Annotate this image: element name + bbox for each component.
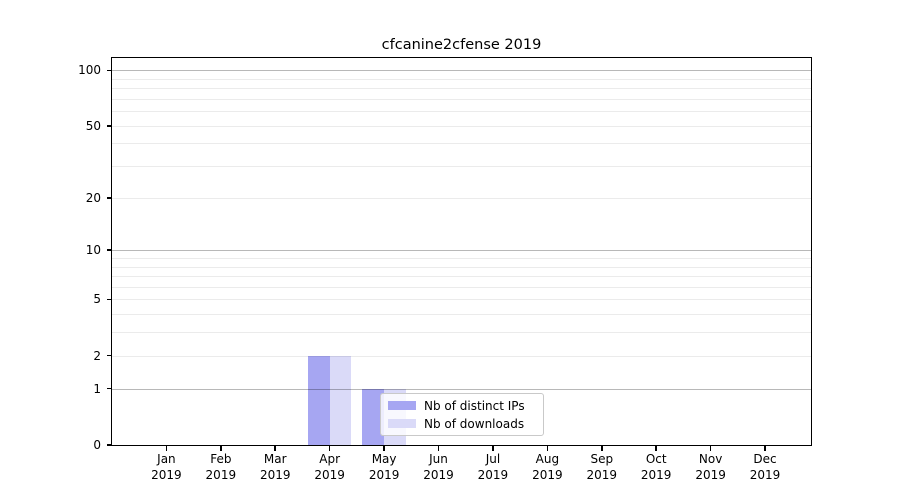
y-tick-label-0: 0 bbox=[93, 437, 101, 452]
gridline-major-100 bbox=[112, 70, 811, 72]
y-tick-label-50: 50 bbox=[85, 118, 101, 133]
x-tick-year: 2019 bbox=[640, 468, 672, 482]
gridline-minor-30 bbox=[112, 166, 811, 168]
x-tick-year: 2019 bbox=[205, 468, 237, 482]
gridline-major-1 bbox=[112, 388, 811, 390]
x-tick-month: Jul bbox=[485, 452, 501, 466]
x-tick-month: Mar bbox=[263, 452, 287, 466]
x-tick-month: Apr bbox=[319, 452, 341, 466]
y-tick-1 bbox=[106, 387, 112, 390]
x-tick-label-sep: Sep 2019 bbox=[570, 451, 634, 483]
x-tick-year: 2019 bbox=[749, 468, 781, 482]
x-tick-apr bbox=[328, 446, 331, 451]
gridline-minor-20 bbox=[112, 197, 811, 199]
plot-area bbox=[112, 58, 811, 445]
x-tick-label-nov: Nov 2019 bbox=[679, 451, 743, 483]
x-tick-label-jul: Jul 2019 bbox=[461, 451, 525, 483]
y-tick-20 bbox=[106, 196, 112, 199]
x-tick-year: 2019 bbox=[423, 468, 454, 482]
gridline-minor-50 bbox=[112, 125, 811, 127]
x-tick-month: Dec bbox=[753, 452, 777, 466]
y-tick-label-2: 2 bbox=[93, 348, 101, 363]
x-tick-year: 2019 bbox=[586, 468, 618, 482]
x-tick-month: Sep bbox=[590, 452, 614, 466]
legend-item-nb-of-downloads: Nb of downloads bbox=[388, 417, 543, 431]
y-tick-50 bbox=[106, 124, 112, 127]
legend: Nb of distinct IPs Nb of downloads bbox=[380, 393, 544, 436]
gridline-minor-60 bbox=[112, 111, 811, 113]
x-tick-dec bbox=[764, 446, 766, 451]
gridline-minor-8 bbox=[112, 266, 811, 268]
x-tick-year: 2019 bbox=[151, 468, 182, 482]
gridline-major-10 bbox=[112, 250, 811, 252]
x-tick-jun bbox=[437, 446, 440, 451]
y-tick-100 bbox=[106, 69, 112, 72]
x-tick-feb bbox=[220, 446, 222, 451]
gridline-minor-90 bbox=[112, 78, 811, 80]
x-tick-sep bbox=[600, 446, 603, 451]
x-tick-month: Jan bbox=[157, 452, 176, 466]
gridline-minor-2 bbox=[112, 355, 811, 357]
x-tick-year: 2019 bbox=[259, 468, 291, 482]
x-tick-year: 2019 bbox=[695, 468, 726, 482]
y-tick-label-20: 20 bbox=[85, 190, 101, 205]
y-tick-label-5: 5 bbox=[93, 292, 101, 307]
bar-apr-nb-of-distinct-ips bbox=[307, 355, 330, 445]
x-tick-label-jan: Jan 2019 bbox=[134, 451, 198, 483]
y-tick-5 bbox=[106, 298, 112, 301]
bar-may-nb-of-distinct-ips bbox=[362, 388, 385, 445]
x-tick-may bbox=[383, 446, 385, 451]
y-tick-label-100: 100 bbox=[78, 63, 101, 78]
legend-swatch-nb-of-downloads bbox=[388, 418, 416, 429]
x-tick-year: 2019 bbox=[532, 468, 563, 482]
legend-label: Nb of downloads bbox=[424, 416, 525, 431]
gridline-minor-9 bbox=[112, 257, 811, 259]
gridline-minor-4 bbox=[112, 314, 811, 316]
x-tick-label-feb: Feb 2019 bbox=[189, 451, 253, 483]
x-tick-aug bbox=[546, 446, 549, 451]
gridline-minor-40 bbox=[112, 143, 811, 145]
legend-swatch-nb-of-distinct-ips bbox=[388, 400, 416, 411]
x-tick-month: Aug bbox=[535, 452, 560, 466]
x-tick-month: May bbox=[371, 452, 397, 466]
x-tick-month: Jun bbox=[429, 452, 448, 466]
x-tick-label-jun: Jun 2019 bbox=[407, 451, 471, 483]
bar-apr-nb-of-downloads bbox=[329, 355, 352, 445]
x-tick-month: Feb bbox=[210, 452, 232, 466]
x-tick-label-mar: Mar 2019 bbox=[243, 451, 307, 483]
y-tick-0 bbox=[106, 444, 112, 446]
x-tick-oct bbox=[655, 446, 657, 451]
gridline-minor-80 bbox=[112, 88, 811, 90]
y-tick-label-10: 10 bbox=[85, 243, 101, 258]
x-tick-jul bbox=[492, 446, 494, 451]
gridline-minor-3 bbox=[112, 332, 811, 334]
legend-label: Nb of distinct IPs bbox=[424, 398, 525, 413]
x-tick-jan bbox=[165, 446, 168, 451]
chart-title: cfcanine2cfense 2019 bbox=[381, 37, 542, 53]
gridline-minor-6 bbox=[112, 286, 811, 288]
x-tick-label-may: May 2019 bbox=[352, 451, 416, 483]
x-tick-year: 2019 bbox=[477, 468, 509, 482]
legend-item-nb-of-distinct-ips: Nb of distinct IPs bbox=[388, 399, 543, 413]
x-tick-label-dec: Dec 2019 bbox=[733, 451, 797, 483]
y-tick-10 bbox=[106, 249, 112, 252]
x-tick-label-oct: Oct 2019 bbox=[624, 451, 688, 483]
y-tick-label-1: 1 bbox=[93, 381, 101, 396]
x-tick-month: Oct bbox=[645, 452, 667, 466]
gridline-minor-70 bbox=[112, 98, 811, 100]
x-tick-mar bbox=[274, 446, 277, 451]
gridline-minor-7 bbox=[112, 276, 811, 278]
x-tick-label-apr: Apr 2019 bbox=[298, 451, 362, 483]
gridline-minor-5 bbox=[112, 299, 811, 301]
x-tick-label-aug: Aug 2019 bbox=[515, 451, 579, 483]
x-tick-month: Nov bbox=[698, 452, 723, 466]
x-tick-nov bbox=[709, 446, 712, 451]
x-tick-year: 2019 bbox=[314, 468, 345, 482]
y-tick-2 bbox=[106, 354, 112, 357]
x-tick-year: 2019 bbox=[368, 468, 400, 482]
